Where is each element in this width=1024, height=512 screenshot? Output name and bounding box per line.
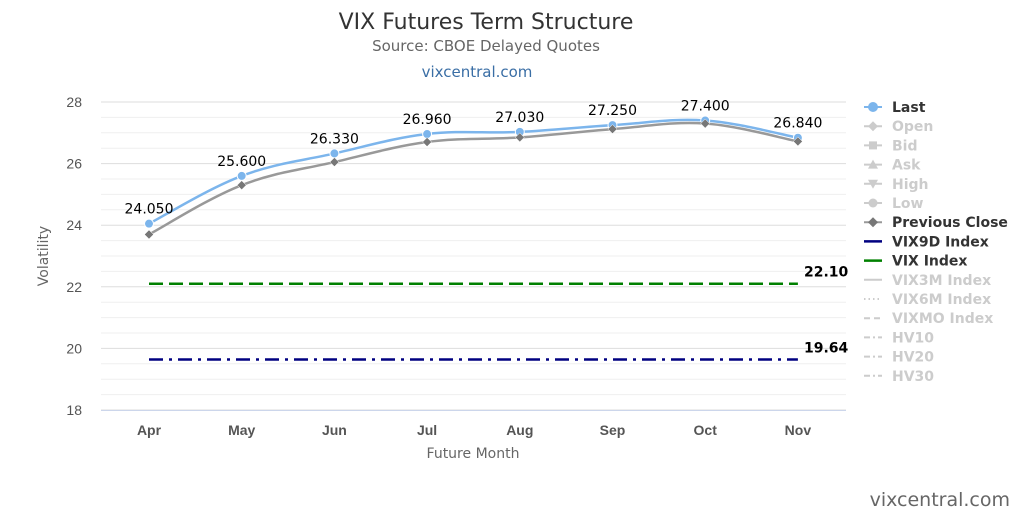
y-tick-label: 22 xyxy=(66,279,82,295)
legend-label: High xyxy=(892,177,929,193)
legend-item-hv20[interactable]: HV20 xyxy=(864,350,934,366)
data-label: 27.400 xyxy=(681,98,730,114)
y-tick-label: 28 xyxy=(66,94,82,110)
x-tick-label: Aug xyxy=(506,422,533,438)
credit-link-top[interactable]: vixcentral.com xyxy=(422,63,533,81)
legend: Last Open Bid Ask High Low Previous Close VIX9D… xyxy=(864,100,1008,385)
legend-item-vix6m-index[interactable]: VIX6M Index xyxy=(864,292,991,308)
legend-marker xyxy=(868,198,878,208)
data-label: 26.840 xyxy=(773,116,822,132)
legend-item-vix3m-index[interactable]: VIX3M Index xyxy=(864,273,991,289)
series: 19.64 22.10 24.050 25.600 26.330 26.960 27.030… xyxy=(125,98,849,361)
legend-item-last[interactable]: Last xyxy=(864,100,926,116)
y-axis-title: Volatility xyxy=(36,226,52,286)
data-point[interactable] xyxy=(144,218,154,229)
y-tick-label: 24 xyxy=(66,217,82,233)
legend-item-hv30[interactable]: HV30 xyxy=(864,369,934,385)
data-label: 24.050 xyxy=(125,202,174,218)
x-tick-label: Jul xyxy=(417,422,437,438)
data-label: 25.600 xyxy=(217,154,266,170)
legend-label: VIX Index xyxy=(892,254,967,270)
y-tick-label: 18 xyxy=(66,402,82,418)
legend-label: Ask xyxy=(892,158,921,174)
x-tick-label: May xyxy=(228,422,255,438)
x-axis-title: Future Month xyxy=(427,446,520,462)
legend-item-hv10[interactable]: HV10 xyxy=(864,330,934,346)
x-tick-label: Nov xyxy=(785,422,812,438)
data-label: 26.960 xyxy=(403,112,452,128)
legend-marker xyxy=(868,102,878,112)
legend-label: Previous Close xyxy=(892,215,1008,231)
legend-label: VIX9D Index xyxy=(892,234,989,250)
data-point[interactable] xyxy=(793,136,803,147)
chart-subtitle: Source: CBOE Delayed Quotes xyxy=(372,37,600,55)
legend-label: HV10 xyxy=(892,330,934,346)
data-point[interactable] xyxy=(329,148,340,159)
data-point[interactable] xyxy=(422,129,433,140)
x-tick-label: Apr xyxy=(137,422,162,438)
legend-label: Bid xyxy=(892,138,918,154)
data-point[interactable] xyxy=(236,170,247,181)
data-point[interactable] xyxy=(422,137,432,147)
legend-item-bid[interactable]: Bid xyxy=(864,138,918,154)
legend-item-ask[interactable]: Ask xyxy=(864,158,921,174)
y-tick-label: 20 xyxy=(66,340,82,356)
legend-marker xyxy=(868,121,878,132)
legend-label: HV20 xyxy=(892,350,934,366)
legend-label: VIX6M Index xyxy=(892,292,991,308)
data-point[interactable] xyxy=(514,132,525,143)
legend-label: HV30 xyxy=(892,369,934,385)
data-point[interactable] xyxy=(144,229,154,240)
y-axis: 18 20 22 24 26 28 xyxy=(66,94,82,418)
x-tick-label: Oct xyxy=(694,422,718,438)
legend-label: Low xyxy=(892,196,924,212)
data-point[interactable] xyxy=(700,118,711,129)
legend-item-high[interactable]: High xyxy=(864,177,929,193)
credit-link-bottom[interactable]: vixcentral.com xyxy=(870,489,1010,511)
legend-marker xyxy=(868,179,878,189)
hline-value-label: 19.64 xyxy=(804,340,849,356)
legend-item-vix-index[interactable]: VIX Index xyxy=(864,254,967,270)
series-line-last xyxy=(148,118,799,225)
legend-item-low[interactable]: Low xyxy=(864,196,924,212)
legend-label: Last xyxy=(892,100,926,116)
x-axis: Apr May Jun Jul Aug Sep Oct Nov xyxy=(101,410,846,438)
data-label: 27.030 xyxy=(495,110,544,126)
x-tick-label: Sep xyxy=(600,422,626,438)
legend-marker xyxy=(869,141,877,150)
y-tick-label: 26 xyxy=(66,156,82,172)
legend-label: Open xyxy=(892,119,933,135)
hline-value-label: 22.10 xyxy=(804,265,849,281)
legend-item-vix9d-index[interactable]: VIX9D Index xyxy=(864,234,989,250)
data-point[interactable] xyxy=(236,180,247,191)
data-label: 27.250 xyxy=(588,103,637,119)
legend-item-previous-close[interactable]: Previous Close xyxy=(864,215,1008,231)
data-label: 26.330 xyxy=(310,131,359,147)
legend-marker xyxy=(868,217,878,228)
chart-title: VIX Futures Term Structure xyxy=(339,10,634,35)
gridlines xyxy=(101,101,846,411)
x-tick-label: Jun xyxy=(322,422,347,438)
legend-label: VIX3M Index xyxy=(892,273,991,289)
legend-item-vixmo-index[interactable]: VIXMO Index xyxy=(864,311,993,327)
legend-marker xyxy=(868,159,878,169)
legend-item-open[interactable]: Open xyxy=(864,119,933,135)
data-point[interactable] xyxy=(607,124,618,134)
legend-label: VIXMO Index xyxy=(892,311,993,327)
data-point[interactable] xyxy=(329,157,340,167)
